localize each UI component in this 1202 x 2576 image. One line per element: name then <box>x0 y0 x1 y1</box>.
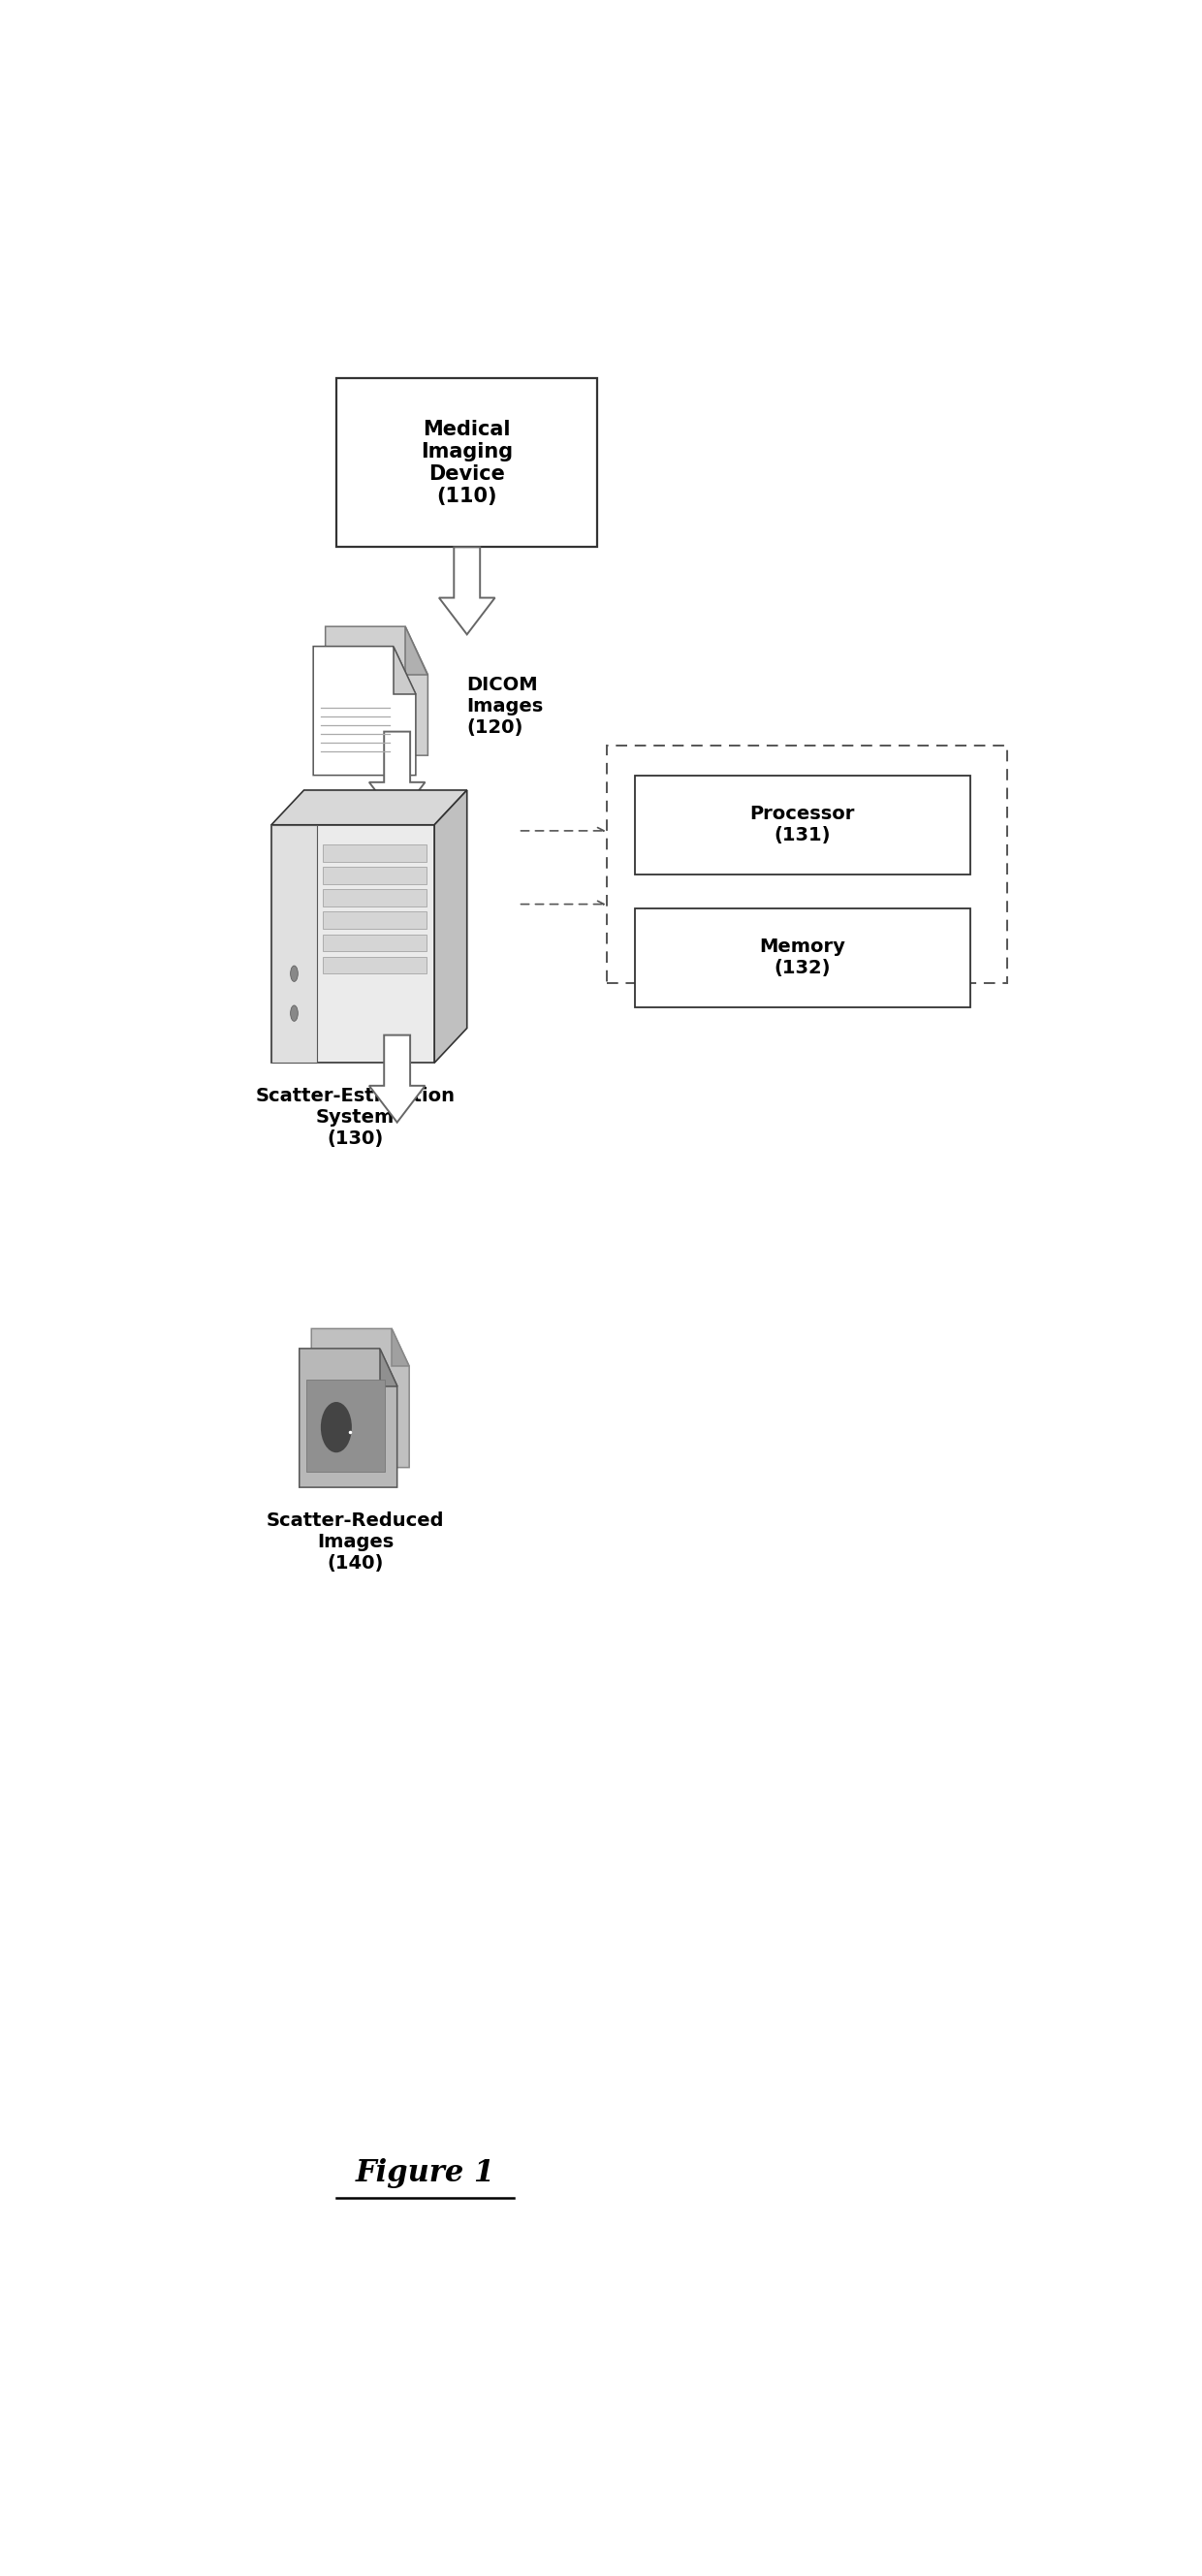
FancyBboxPatch shape <box>322 845 427 863</box>
FancyBboxPatch shape <box>272 824 434 1064</box>
Polygon shape <box>369 732 426 819</box>
FancyBboxPatch shape <box>307 1378 385 1471</box>
Text: Figure 1: Figure 1 <box>356 2159 495 2190</box>
Polygon shape <box>393 647 416 696</box>
FancyBboxPatch shape <box>337 379 597 546</box>
Text: Memory
(132): Memory (132) <box>760 938 845 979</box>
Polygon shape <box>439 546 495 634</box>
Polygon shape <box>326 626 428 755</box>
Polygon shape <box>311 1329 409 1468</box>
FancyBboxPatch shape <box>635 775 970 873</box>
Polygon shape <box>392 1329 409 1365</box>
FancyBboxPatch shape <box>635 909 970 1007</box>
Text: Medical
Imaging
Device
(110): Medical Imaging Device (110) <box>421 420 513 507</box>
Polygon shape <box>369 1036 426 1123</box>
FancyBboxPatch shape <box>322 935 427 951</box>
Text: Processor
(131): Processor (131) <box>750 804 855 845</box>
FancyBboxPatch shape <box>272 824 317 1064</box>
Text: DICOM
Images
(120): DICOM Images (120) <box>466 675 543 737</box>
Ellipse shape <box>321 1401 352 1453</box>
Polygon shape <box>380 1347 397 1386</box>
Text: Scatter-Reduced
Images
(140): Scatter-Reduced Images (140) <box>267 1512 444 1571</box>
Polygon shape <box>272 791 466 824</box>
FancyBboxPatch shape <box>322 868 427 884</box>
Polygon shape <box>299 1347 397 1486</box>
Polygon shape <box>434 791 466 1064</box>
Circle shape <box>291 1005 298 1020</box>
FancyBboxPatch shape <box>322 956 427 974</box>
Circle shape <box>291 966 298 981</box>
FancyBboxPatch shape <box>322 889 427 907</box>
Polygon shape <box>314 647 416 775</box>
FancyBboxPatch shape <box>322 912 427 930</box>
Text: Scatter-Estimation
System
(130): Scatter-Estimation System (130) <box>255 1087 456 1149</box>
Polygon shape <box>405 626 428 675</box>
